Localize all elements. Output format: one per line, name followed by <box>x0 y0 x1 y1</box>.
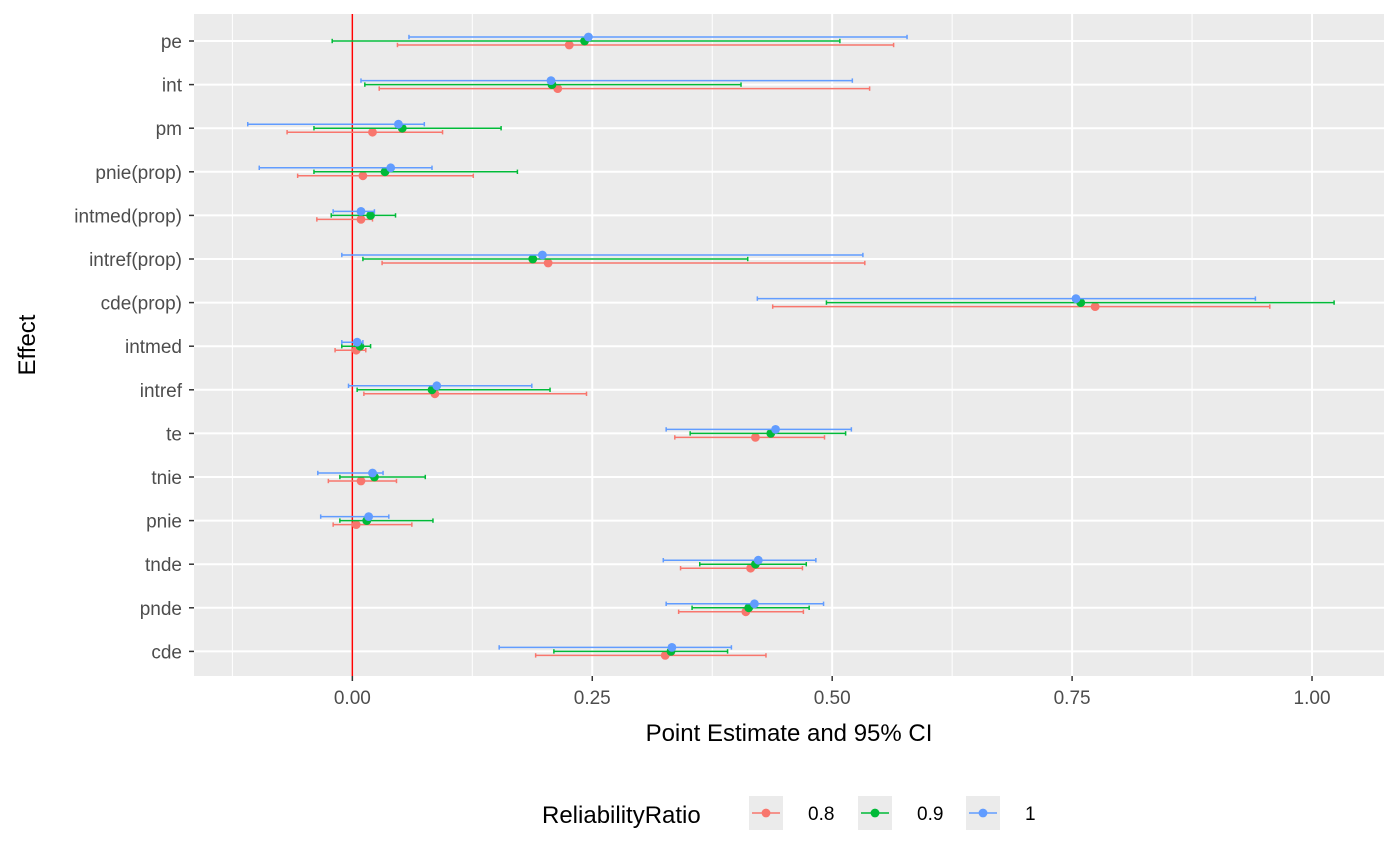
y-tick-label: intmed(prop) <box>74 206 182 227</box>
y-tick-label: tnie <box>151 468 182 489</box>
legend-item-0.9: 0.9 <box>858 796 943 830</box>
x-tick-label: 0.00 <box>334 688 371 709</box>
y-axis: pe int pm pnie(prop) intmed(prop) intref(prop… <box>74 32 194 663</box>
point-estimate <box>358 171 368 181</box>
x-tick-label: 1.00 <box>1294 688 1331 709</box>
point-estimate <box>368 127 377 137</box>
point-estimate <box>432 381 442 391</box>
series-0.8 <box>286 40 1271 660</box>
point-estimate <box>394 119 403 129</box>
y-tick-label: tnde <box>145 555 182 576</box>
y-tick-label: te <box>166 424 182 445</box>
point-estimate <box>352 337 362 347</box>
errorbar-marks <box>246 32 1335 660</box>
y-tick-label: int <box>162 76 183 97</box>
x-axis: 0.00 0.25 0.50 0.75 1.00 <box>334 676 1331 709</box>
legend-key-point <box>978 808 988 818</box>
y-tick-label: pe <box>161 32 182 53</box>
y-tick-label: pnie <box>146 512 182 533</box>
x-tick-label: 0.50 <box>814 688 851 709</box>
legend-key-point <box>761 808 771 818</box>
point-estimate <box>750 599 759 609</box>
point-estimate <box>1090 302 1100 311</box>
legend-label: 0.9 <box>917 804 943 825</box>
point-estimate <box>528 254 538 264</box>
x-tick-label: 0.75 <box>1054 688 1091 709</box>
point-estimate <box>537 250 547 260</box>
y-tick-label: pnie(prop) <box>95 163 182 184</box>
legend-item-1: 1 <box>966 796 1036 830</box>
point-estimate <box>366 211 375 220</box>
point-estimate <box>771 425 780 434</box>
point-estimate <box>368 468 377 478</box>
series-1 <box>246 32 1257 652</box>
legend-label: 1 <box>1025 804 1036 825</box>
y-tick-label: cde(prop) <box>101 294 182 315</box>
plot-panel <box>194 14 1384 676</box>
minor-gridlines <box>231 14 1193 676</box>
legend-label: 0.8 <box>808 804 834 825</box>
point-estimate <box>351 520 361 529</box>
legend-title: ReliabilityRatio <box>542 802 701 829</box>
point-estimate <box>753 555 763 565</box>
point-estimate <box>543 258 553 268</box>
point-estimate <box>564 40 574 50</box>
point-estimate <box>751 433 760 442</box>
legend-keys: 0.8 0.9 1 <box>749 796 1036 830</box>
point-estimate <box>356 215 366 224</box>
point-estimate <box>356 476 366 486</box>
point-estimate <box>546 76 556 85</box>
y-axis-title: Effect <box>14 314 41 375</box>
legend-key-point <box>870 808 880 818</box>
point-estimate <box>584 32 593 42</box>
point-estimate <box>364 512 374 521</box>
point-estimate <box>356 207 366 216</box>
y-tick-label: intmed <box>125 337 182 358</box>
y-tick-label: pm <box>156 119 182 140</box>
x-tick-label: 0.25 <box>574 688 611 709</box>
point-estimate <box>1071 294 1081 303</box>
y-tick-label: pnde <box>140 599 182 620</box>
x-axis-title: Point Estimate and 95% CI <box>646 720 933 747</box>
legend-item-0.8: 0.8 <box>749 796 834 830</box>
point-estimate <box>386 163 396 173</box>
legend: ReliabilityRatio 0.8 0.9 1 <box>542 796 1036 830</box>
series-0.9 <box>313 36 1335 656</box>
y-tick-label: intref(prop) <box>89 250 182 271</box>
y-tick-label: cde <box>151 642 182 663</box>
y-tick-label: intref <box>140 381 183 402</box>
point-estimate <box>667 643 677 652</box>
